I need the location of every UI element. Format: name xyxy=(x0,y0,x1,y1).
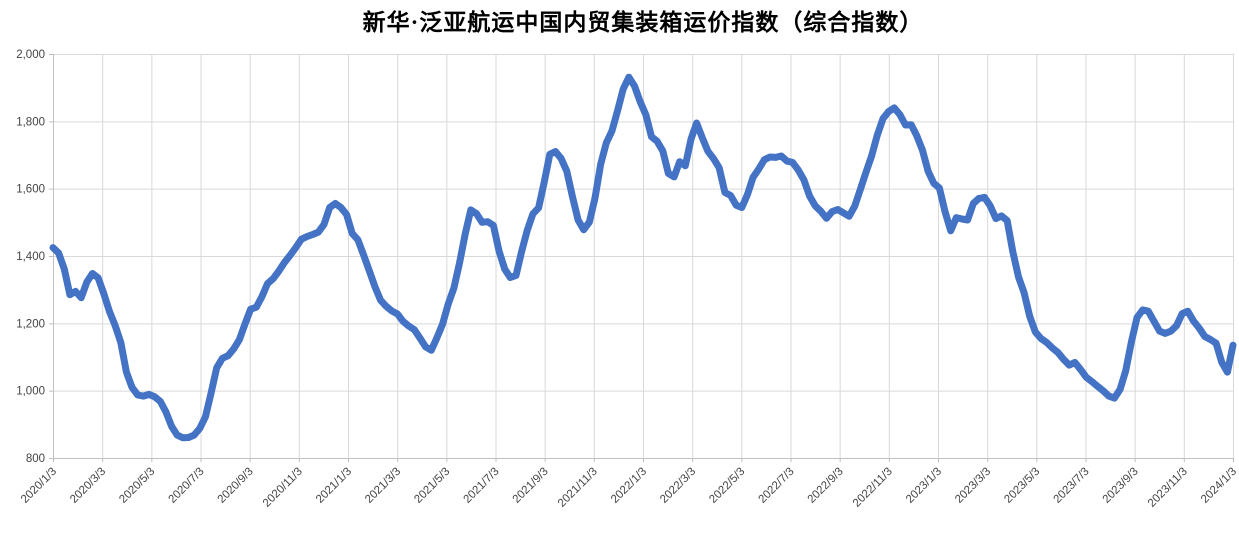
x-tick-label: 2020/5/3 xyxy=(117,466,157,506)
x-tick-label: 2020/7/3 xyxy=(166,466,206,506)
y-tick-label: 1,800 xyxy=(16,116,45,128)
x-tick-label: 2021/1/3 xyxy=(314,466,354,506)
x-tick-label: 2023/1/3 xyxy=(904,466,944,506)
x-tick-label: 2021/3/3 xyxy=(363,466,403,506)
x-tick-label: 2023/5/3 xyxy=(1002,466,1042,506)
y-tick-label: 1,400 xyxy=(16,251,45,263)
x-axis-labels: 2020/1/3 2020/3/3 2020/5/3 2020/7/3 2020/9/3… xyxy=(19,466,1239,510)
x-tick-label: 2023/7/3 xyxy=(1051,466,1091,506)
x-tick-label: 2022/5/3 xyxy=(707,466,747,506)
x-tick-label: 2022/11/3 xyxy=(851,466,895,510)
x-tick-label: 2021/7/3 xyxy=(461,466,501,506)
y-tick-label: 800 xyxy=(26,453,45,465)
x-tick-label: 2020/9/3 xyxy=(216,466,256,506)
x-tick-label: 2022/7/3 xyxy=(756,466,796,506)
x-tick-label: 2024/1/3 xyxy=(1199,466,1239,506)
axes xyxy=(49,54,1234,462)
x-tick-label: 2021/5/3 xyxy=(412,466,452,506)
x-tick-label: 2020/3/3 xyxy=(68,466,108,506)
y-tick-label: 1,000 xyxy=(16,386,45,398)
x-tick-label: 2023/11/3 xyxy=(1146,466,1190,510)
x-tick-label: 2023/9/3 xyxy=(1101,466,1141,506)
y-tick-label: 1,600 xyxy=(16,184,45,196)
y-axis-labels: 800 1,000 1,200 1,400 1,600 1,800 2,000 xyxy=(16,49,45,465)
y-tick-label: 2,000 xyxy=(16,49,45,61)
x-tick-label: 2023/3/3 xyxy=(953,466,993,506)
series-line xyxy=(49,73,1237,442)
x-tick-label: 2022/9/3 xyxy=(806,466,846,506)
x-tick-label: 2022/3/3 xyxy=(658,466,698,506)
x-tick-label: 2021/9/3 xyxy=(511,466,551,506)
gridlines xyxy=(53,54,1234,458)
x-tick-label: 2020/1/3 xyxy=(19,466,59,506)
y-tick-label: 1,200 xyxy=(16,318,45,330)
x-tick-label: 2022/1/3 xyxy=(609,466,649,506)
chart-title: 新华·泛亚航运中国内贸集装箱运价指数（综合指数） xyxy=(362,10,924,35)
x-tick-label: 2021/11/3 xyxy=(556,466,600,510)
x-tick-label: 2020/11/3 xyxy=(261,466,305,510)
